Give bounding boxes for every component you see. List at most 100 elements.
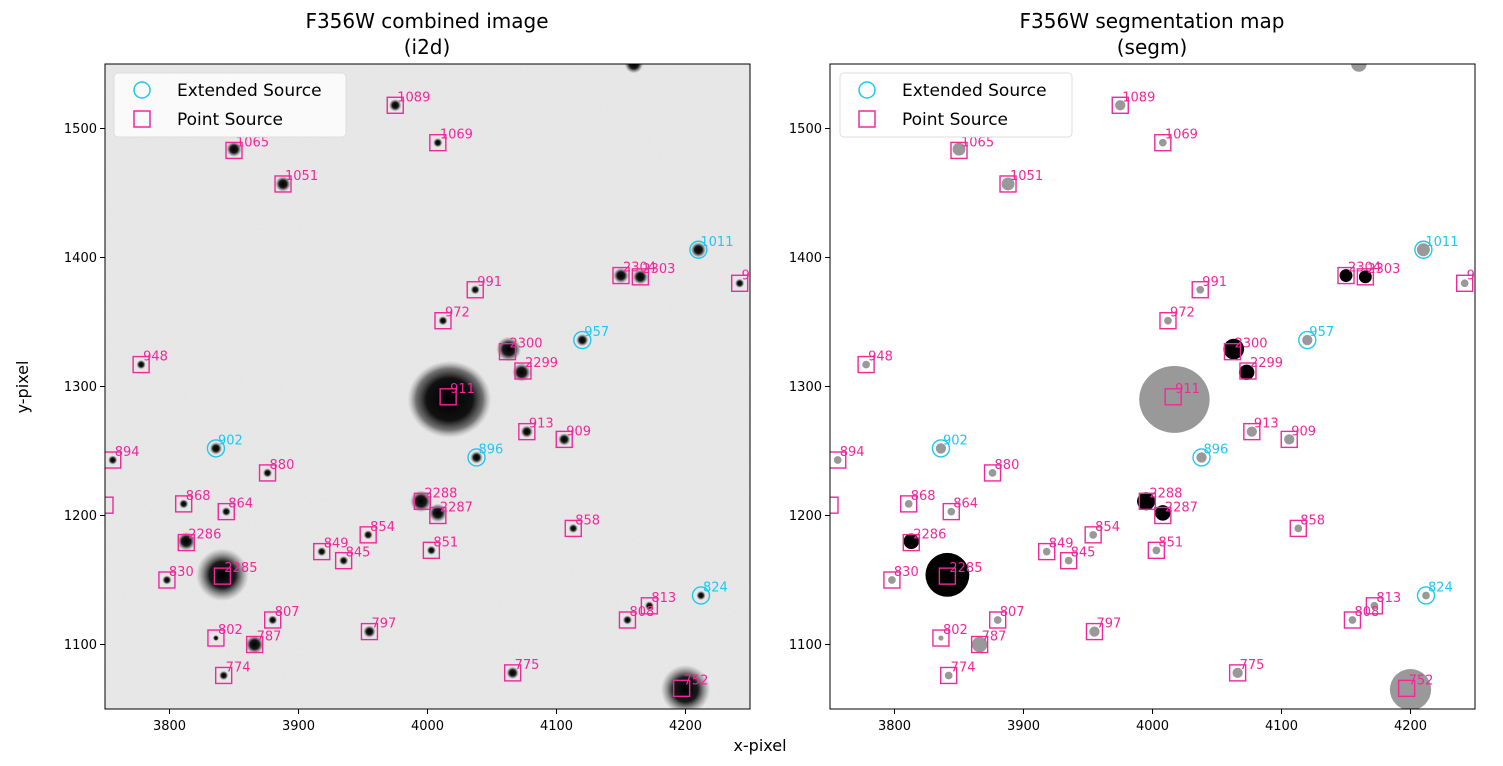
image-source-blob [558, 433, 571, 446]
point-source-marker [245, 635, 264, 654]
point-source-marker [258, 464, 277, 482]
segment-region [1370, 601, 1379, 610]
segment-region [903, 533, 920, 550]
extended-source-marker [931, 439, 951, 458]
source-id-label: 911 [1175, 382, 1200, 397]
segment-region [1089, 530, 1098, 539]
segment-region [993, 616, 1002, 624]
image-source-blob [624, 64, 644, 74]
point-source-marker [1228, 664, 1247, 682]
point-source-marker [177, 533, 195, 552]
source-id-label: 854 [1095, 520, 1120, 535]
source-id-label: 787 [982, 630, 1007, 645]
point-source-marker [942, 502, 960, 521]
point-source-marker [217, 502, 235, 521]
left-legend-box [113, 72, 347, 138]
segment-region [1460, 279, 1469, 288]
image-source-blob [568, 523, 578, 534]
point-source-marker [132, 355, 150, 374]
segment-region [1284, 434, 1295, 445]
point-source-marker [174, 495, 193, 513]
source-id-label: 774 [226, 660, 251, 675]
image-source-blob [262, 468, 273, 478]
image-source-blob [433, 138, 443, 148]
source-id-label: 972 [1170, 306, 1195, 321]
extended-source-marker [689, 240, 708, 259]
point-source-marker [1138, 492, 1157, 511]
segment-region [1389, 669, 1432, 709]
segment-region [1089, 626, 1100, 637]
left-legend: Extended Source Point Source [113, 72, 347, 138]
source-id-label: 913 [529, 417, 554, 432]
point-source-marker [932, 629, 950, 647]
extended-source-marker [206, 439, 226, 458]
image-source-blob [221, 506, 231, 517]
segment-region [1042, 547, 1051, 556]
source-id-label: 909 [566, 424, 591, 439]
source-id-label: 851 [1158, 535, 1183, 550]
extended-source-marker [573, 330, 592, 350]
source-id-label: 948 [143, 350, 168, 365]
segment-region [947, 507, 956, 516]
point-source-marker [1397, 679, 1416, 698]
right-ytick-label: 1200 [789, 509, 822, 524]
point-source-marker [413, 492, 432, 511]
right-legend: Extended Source Point Source [839, 72, 1073, 138]
right-markers: 1089106910651051101199823042303991972957… [830, 90, 1475, 698]
point-source-marker [899, 495, 918, 513]
source-id-label: 1011 [1425, 235, 1458, 250]
image-source-blob [506, 666, 519, 680]
source-id-label: 807 [1000, 605, 1025, 620]
source-id-label: 1069 [440, 128, 473, 143]
source-id-label: 787 [257, 630, 282, 645]
source-id-label: 911 [450, 382, 475, 397]
segment-region [1196, 452, 1207, 463]
point-source-marker [618, 611, 637, 629]
image-source-blob [275, 176, 291, 192]
left-ytick-label: 1500 [64, 122, 97, 137]
source-id-label: 1051 [285, 169, 318, 184]
segment-region [1294, 524, 1303, 533]
source-id-label: 845 [346, 546, 371, 561]
point-source-marker [334, 551, 353, 570]
image-source-blob [196, 548, 249, 602]
point-source-marker [207, 629, 225, 647]
point-source-marker [1111, 96, 1129, 114]
left-markers: 1089106910651051101199823042303991972957… [105, 90, 750, 698]
source-id-label: 991 [477, 275, 502, 290]
image-source-blob [690, 242, 707, 258]
image-source-blob [317, 546, 327, 557]
point-source-marker [857, 355, 875, 374]
segment-region [1246, 426, 1257, 437]
point-source-marker [999, 175, 1017, 193]
source-id-label: 824 [703, 580, 728, 595]
right-xtick-label: 3800 [878, 719, 911, 734]
source-id-label: 2300 [1234, 337, 1267, 352]
source-id-label: 802 [218, 623, 243, 638]
left-xtick-label: 4200 [669, 719, 702, 734]
point-source-marker [1289, 519, 1307, 538]
point-source-marker [983, 464, 1002, 482]
source-id-label: 2303 [1367, 262, 1400, 277]
source-id-label: 2303 [642, 262, 675, 277]
source-id-label: 830 [169, 565, 194, 580]
segment-region [1351, 64, 1367, 72]
segment-region [1348, 616, 1357, 624]
point-source-marker [1365, 597, 1384, 615]
left-xtick-label: 3900 [282, 719, 315, 734]
source-id-label: 2299 [525, 356, 558, 371]
image-source-blob [179, 499, 189, 509]
point-source-marker [1154, 133, 1172, 152]
left-ticks: 3800 3900 4000 4100 4200 1100 1200 1300 1400 1500 [64, 122, 702, 734]
segment-region [1064, 556, 1073, 565]
source-id-label: 2285 [949, 561, 982, 576]
left-legend-point: Point Source [177, 110, 283, 130]
source-id-label: 845 [1071, 546, 1096, 561]
source-id-label: 1065 [961, 135, 994, 150]
segment-region [1164, 316, 1172, 325]
segment-region [1339, 269, 1353, 283]
right-xtick-label: 4200 [1394, 719, 1427, 734]
source-id-label: 880 [995, 458, 1020, 473]
segment-region [1152, 546, 1161, 555]
